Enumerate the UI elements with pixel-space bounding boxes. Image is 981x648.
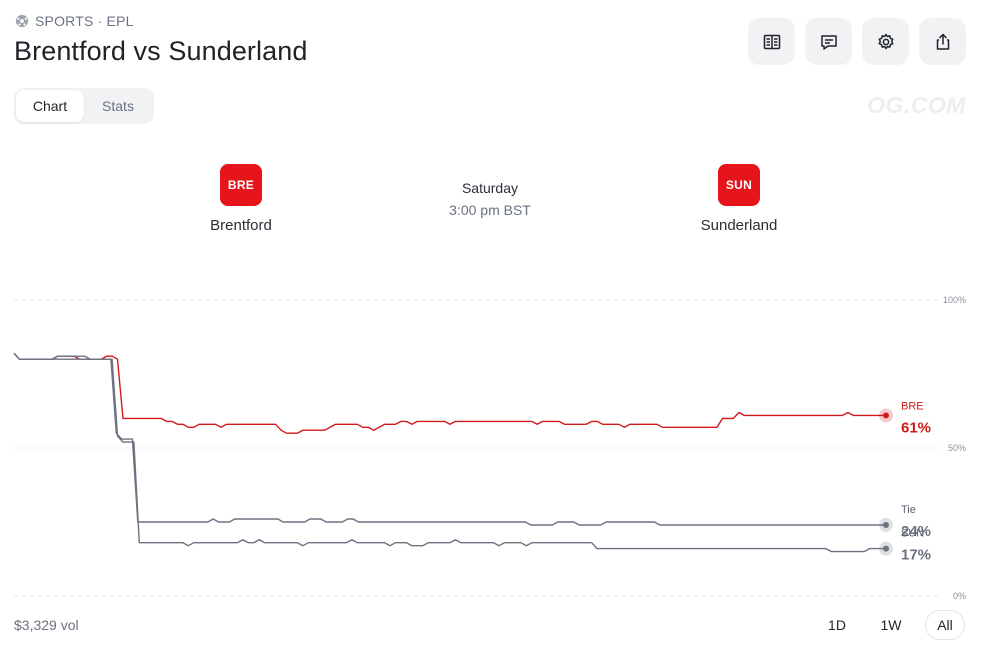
comment-icon: [820, 34, 837, 50]
page-title: Brentford vs Sunderland: [14, 36, 308, 66]
soccer-ball-icon: [15, 14, 29, 28]
series-name-label: SUN: [901, 528, 924, 540]
endpoint-dot: [883, 545, 889, 552]
series-name-label: Tie: [901, 504, 916, 516]
range-1d-button[interactable]: 1D: [828, 617, 846, 633]
match-day: Saturday: [461, 180, 519, 196]
y-tick-label: 0%: [953, 591, 966, 601]
volume-label: $3,329 vol: [14, 617, 79, 633]
series-line-tie: [13, 352, 886, 526]
tab-chart[interactable]: Chart: [16, 90, 84, 122]
home-team: BRE Brentford: [181, 164, 301, 234]
comments-button[interactable]: [805, 18, 852, 65]
series-line-sun: [13, 352, 886, 553]
y-tick-label: 100%: [943, 295, 966, 305]
range-controls: 1D 1W All: [817, 610, 965, 640]
endpoint-dot: [883, 521, 889, 528]
range-1w-button[interactable]: 1W: [880, 617, 902, 633]
toolbar: [748, 18, 966, 65]
breadcrumb[interactable]: SPORTS · EPL: [15, 13, 134, 29]
breadcrumb-label[interactable]: SPORTS · EPL: [35, 13, 134, 29]
book-icon: [763, 34, 780, 49]
match-clock: 3:00 pm BST: [449, 202, 531, 218]
series-line-bre: [13, 352, 886, 434]
y-tick-label: 50%: [948, 443, 966, 453]
home-team-name: Brentford: [210, 217, 272, 234]
range-all-button[interactable]: All: [925, 610, 965, 640]
away-team-badge: SUN: [718, 164, 760, 206]
share-icon: [936, 33, 949, 50]
series-value-label: 24%: [901, 523, 931, 540]
gear-icon: [878, 33, 893, 49]
away-team: SUN Sunderland: [679, 164, 799, 234]
share-button[interactable]: [919, 18, 966, 65]
tab-stats[interactable]: Stats: [102, 98, 134, 114]
brand-watermark: OG.COM: [867, 92, 966, 118]
home-team-badge: BRE: [220, 164, 262, 206]
match-time: Saturday 3:00 pm BST: [410, 180, 570, 218]
rules-button[interactable]: [748, 18, 795, 65]
probability-chart[interactable]: 100% 50% 0% BRE 61% Tie 24%SUN 17%: [0, 280, 981, 610]
away-team-name: Sunderland: [700, 217, 778, 234]
series-value-label: 17%: [901, 547, 931, 564]
settings-button[interactable]: [862, 18, 909, 65]
view-tabs: Chart Stats: [14, 88, 154, 124]
series-value-label: 61%: [901, 419, 931, 436]
series-name-label: BRE: [901, 400, 924, 412]
endpoint-dot: [883, 412, 889, 419]
